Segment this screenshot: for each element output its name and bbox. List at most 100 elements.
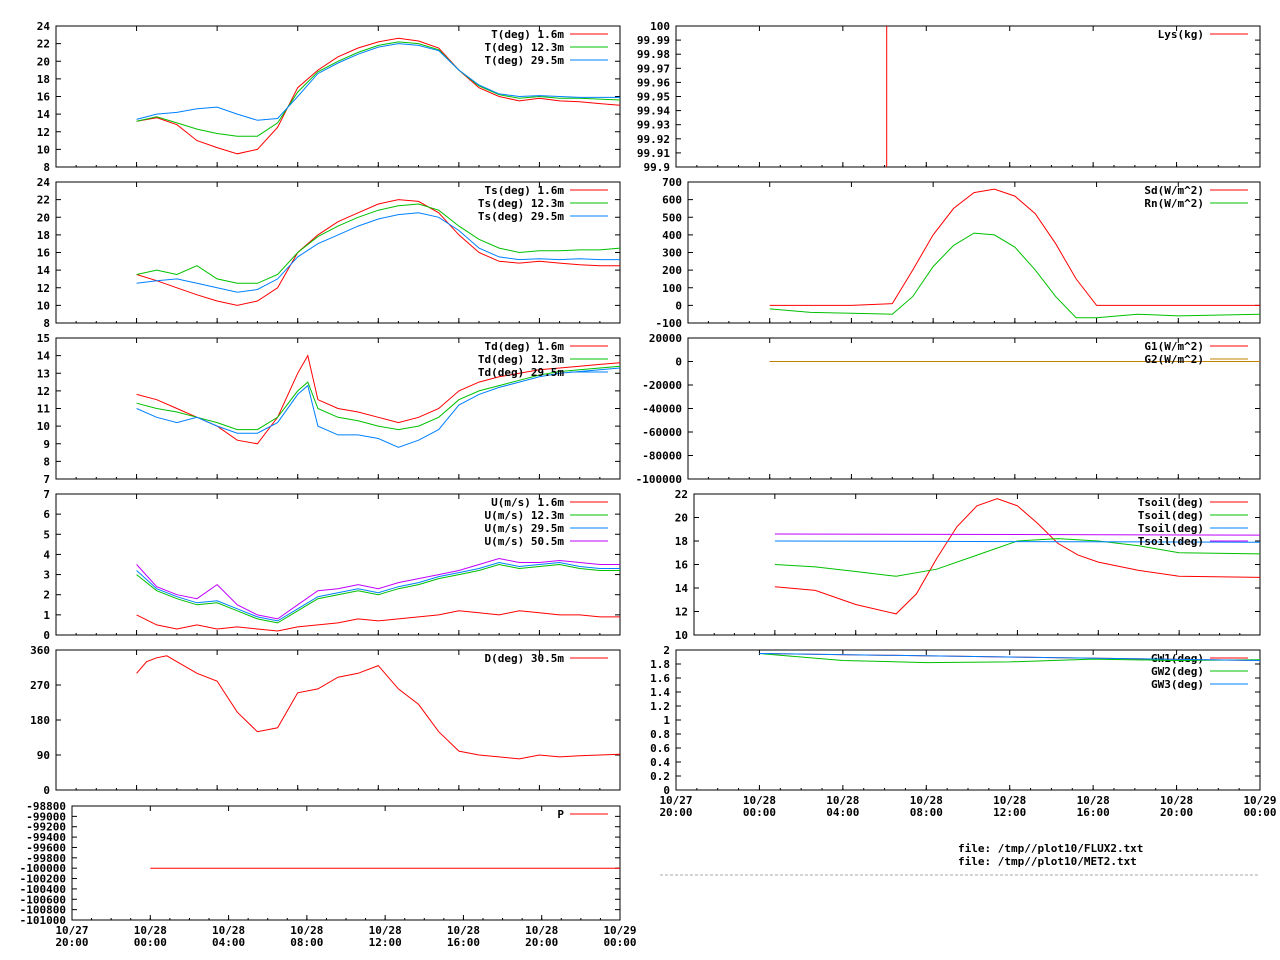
- legend-label: U(m/s) 50.5m: [485, 535, 565, 548]
- y-tick-label: 18: [37, 73, 50, 86]
- chart-wind-direction: 0 90 180 270 360 D(deg) 30.5m: [30, 644, 621, 797]
- x-tick-label: 00:00: [743, 806, 776, 819]
- y-tick-label: -40000: [642, 403, 682, 416]
- series-line-sonic-temp-2: [136, 212, 620, 293]
- y-tick-label: 7: [43, 473, 50, 486]
- series-line-soil-temp-2: [774, 540, 1261, 543]
- y-tick-label: 99.96: [637, 76, 670, 89]
- y-tick-label: 10: [37, 420, 50, 433]
- legend-label: Lys(kg): [1158, 28, 1204, 41]
- y-tick-label: 500: [662, 211, 682, 224]
- y-tick-label: 1.4: [650, 686, 670, 699]
- series-line-soil-water-1: [759, 653, 1261, 664]
- series-line-wind-speed-3: [136, 557, 620, 620]
- x-tick-label: 10/28: [290, 924, 323, 937]
- legend-label: D(deg) 30.5m: [485, 652, 565, 665]
- legend-label: Td(deg) 29.5m: [478, 366, 564, 379]
- x-tick-label: 16:00: [447, 936, 480, 949]
- legend-label: U(m/s) 1.6m: [491, 496, 564, 509]
- y-tick-label: 90: [37, 749, 50, 762]
- y-tick-label: 1: [663, 714, 670, 727]
- y-tick-label: -100800: [20, 904, 66, 917]
- series-line-radiation-0: [769, 188, 1260, 306]
- legend-label: Rn(W/m^2): [1144, 197, 1204, 210]
- y-tick-label: -20000: [642, 379, 682, 392]
- x-tick-label: 10/29: [603, 924, 636, 937]
- y-tick-label: -60000: [642, 426, 682, 439]
- x-tick-label: 12:00: [993, 806, 1026, 819]
- x-tick-label: 20:00: [1160, 806, 1193, 819]
- chart-radiation: -100 0 100 200 300 400 500 600 700 Sd(W/m^2)Rn(W/…: [656, 176, 1261, 330]
- file-line: file: /tmp//plot10/MET2.txt: [958, 855, 1137, 868]
- x-tick-label: 10/28: [134, 924, 167, 937]
- legend-label: Ts(deg) 29.5m: [478, 210, 564, 223]
- y-tick-label: 0: [43, 784, 50, 797]
- x-tick-label: 10/28: [910, 794, 943, 807]
- x-tick-label: 08:00: [910, 806, 943, 819]
- x-tick-label: 12:00: [369, 936, 402, 949]
- legend-label: Ts(deg) 12.3m: [478, 197, 564, 210]
- x-tick-label: 20:00: [55, 936, 88, 949]
- y-tick-label: 18: [37, 229, 50, 242]
- x-tick-label: 00:00: [603, 936, 636, 949]
- series-line-sonic-temp-1: [136, 203, 621, 284]
- y-tick-label: 6: [43, 508, 50, 521]
- x-tick-label: 10/28: [993, 794, 1026, 807]
- chart-soil-water: 00.20.40.60.811.21.41.61.8210/2720:0010/…: [650, 644, 1276, 819]
- y-tick-label: 0: [663, 784, 670, 797]
- y-tick-label: 12: [675, 606, 688, 619]
- y-tick-label: 16: [37, 91, 51, 104]
- y-tick-label: 99.93: [637, 119, 670, 132]
- legend-label: Tsoil(deg): [1138, 522, 1204, 535]
- series-line-air-temp-2: [136, 43, 620, 121]
- y-tick-label: 10: [675, 629, 688, 642]
- legend-label: Td(deg) 12.3m: [478, 353, 564, 366]
- y-tick-label: 22: [675, 488, 688, 501]
- y-tick-label: -99200: [26, 821, 66, 834]
- legend-label: GW3(deg): [1151, 678, 1204, 691]
- x-tick-label: 10/28: [826, 794, 859, 807]
- y-tick-label: 360: [30, 644, 50, 657]
- y-tick-label: -80000: [642, 450, 682, 463]
- chart-air-temp: 8 10 12 14 16 18 20 22 24 T(deg) 1.6mT(deg) 12.3m…: [37, 20, 621, 174]
- y-tick-label: 14: [37, 350, 51, 363]
- y-tick-label: 20: [37, 211, 50, 224]
- series-line-wind-speed-1: [136, 563, 620, 624]
- y-tick-label: 20: [675, 512, 688, 525]
- y-tick-label: 99.97: [637, 62, 670, 75]
- y-tick-label: 13: [37, 367, 50, 380]
- legend-label: Tsoil(deg): [1138, 535, 1204, 548]
- legend-label: GW1(deg): [1151, 652, 1204, 665]
- y-tick-label: -98800: [26, 800, 66, 813]
- chart-pressure: -101000-100800-100600-100400-100200-1000…: [20, 800, 637, 949]
- y-tick-label: 2: [43, 589, 50, 602]
- series-line-wind-speed-2: [136, 561, 620, 622]
- legend-label: T(deg) 1.6m: [491, 28, 564, 41]
- y-tick-label: 14: [37, 108, 51, 121]
- y-tick-label: 99.95: [637, 91, 670, 104]
- plot-frame: [71, 805, 621, 921]
- x-tick-label: 20:00: [659, 806, 692, 819]
- x-tick-label: 10/28: [447, 924, 480, 937]
- legend-label: P: [557, 808, 564, 821]
- series-line-dew-point-2: [136, 367, 621, 448]
- y-tick-label: 22: [37, 194, 50, 207]
- y-tick-label: 1.6: [650, 672, 670, 685]
- legend-label: T(deg) 29.5m: [485, 54, 565, 67]
- x-tick-label: 10/27: [55, 924, 88, 937]
- series-line-sonic-temp-0: [136, 199, 620, 306]
- y-tick-label: -100000: [636, 473, 682, 486]
- y-tick-label: 20000: [649, 332, 682, 345]
- y-tick-label: 200: [662, 264, 682, 277]
- y-tick-label: 0.6: [650, 742, 670, 755]
- y-tick-label: 1.8: [650, 658, 670, 671]
- legend-label: U(m/s) 12.3m: [485, 509, 565, 522]
- legend-label: Tsoil(deg): [1138, 509, 1204, 522]
- series-line-soil-water-2: [759, 653, 1261, 661]
- chart-lysimeter: 99.999.9199.9299.9399.9499.9599.9699.979…: [637, 20, 1261, 174]
- y-tick-label: 0.8: [650, 728, 670, 741]
- y-tick-label: 0.4: [650, 756, 670, 769]
